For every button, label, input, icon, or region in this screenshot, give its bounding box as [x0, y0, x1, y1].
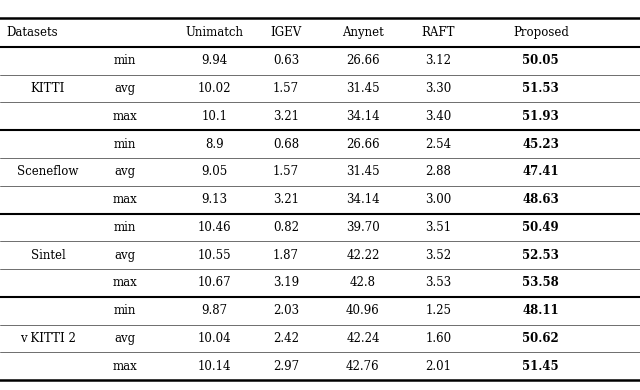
- Text: 0.68: 0.68: [273, 138, 299, 151]
- Text: 40.96: 40.96: [346, 304, 380, 317]
- Text: 10.02: 10.02: [198, 82, 231, 95]
- Text: 34.14: 34.14: [346, 110, 380, 123]
- Text: 26.66: 26.66: [346, 138, 380, 151]
- Text: 3.12: 3.12: [426, 54, 451, 67]
- Text: 9.13: 9.13: [202, 193, 227, 206]
- Text: 3.40: 3.40: [425, 110, 452, 123]
- Text: min: min: [114, 138, 136, 151]
- Text: 50.62: 50.62: [522, 332, 559, 345]
- Text: max: max: [113, 193, 137, 206]
- Text: 10.46: 10.46: [198, 221, 231, 234]
- Text: avg: avg: [114, 82, 136, 95]
- Text: 2.54: 2.54: [426, 138, 451, 151]
- Text: max: max: [113, 360, 137, 373]
- Text: Unimatch: Unimatch: [186, 26, 243, 39]
- Text: 3.21: 3.21: [273, 193, 299, 206]
- Text: 10.1: 10.1: [202, 110, 227, 123]
- Text: 3.21: 3.21: [273, 110, 299, 123]
- Text: 10.67: 10.67: [198, 277, 231, 289]
- Text: max: max: [113, 110, 137, 123]
- Text: 42.76: 42.76: [346, 360, 380, 373]
- Text: 42.8: 42.8: [350, 277, 376, 289]
- Text: 10.55: 10.55: [198, 249, 231, 262]
- Text: 3.53: 3.53: [425, 277, 452, 289]
- Text: Sintel: Sintel: [31, 249, 65, 262]
- Text: 1.87: 1.87: [273, 249, 299, 262]
- Text: 26.66: 26.66: [346, 54, 380, 67]
- Text: 53.58: 53.58: [522, 277, 559, 289]
- Text: 52.53: 52.53: [522, 249, 559, 262]
- Text: 0.82: 0.82: [273, 221, 299, 234]
- Text: 1.25: 1.25: [426, 304, 451, 317]
- Text: max: max: [113, 277, 137, 289]
- Text: avg: avg: [114, 249, 136, 262]
- Text: min: min: [114, 54, 136, 67]
- Text: min: min: [114, 304, 136, 317]
- Text: 1.57: 1.57: [273, 165, 299, 178]
- Text: KITTI: KITTI: [31, 82, 65, 95]
- Text: Sceneflow: Sceneflow: [17, 165, 79, 178]
- Text: 8.9: 8.9: [205, 138, 224, 151]
- Text: 51.53: 51.53: [522, 82, 559, 95]
- Text: 2.03: 2.03: [273, 304, 299, 317]
- Text: 1.60: 1.60: [426, 332, 451, 345]
- Text: Anynet: Anynet: [342, 26, 384, 39]
- Text: 3.19: 3.19: [273, 277, 299, 289]
- Text: 50.05: 50.05: [522, 54, 559, 67]
- Text: avg: avg: [114, 165, 136, 178]
- Text: 51.93: 51.93: [522, 110, 559, 123]
- Text: 45.23: 45.23: [522, 138, 559, 151]
- Text: 2.01: 2.01: [426, 360, 451, 373]
- Text: 31.45: 31.45: [346, 82, 380, 95]
- Text: 9.05: 9.05: [201, 165, 228, 178]
- Text: 39.70: 39.70: [346, 221, 380, 234]
- Text: 48.63: 48.63: [522, 193, 559, 206]
- Text: 10.04: 10.04: [198, 332, 231, 345]
- Text: 2.42: 2.42: [273, 332, 299, 345]
- Text: 9.87: 9.87: [202, 304, 227, 317]
- Text: min: min: [114, 221, 136, 234]
- Text: 31.45: 31.45: [346, 165, 380, 178]
- Text: 48.11: 48.11: [522, 304, 559, 317]
- Text: 50.49: 50.49: [522, 221, 559, 234]
- Text: 2.88: 2.88: [426, 165, 451, 178]
- Text: Datasets: Datasets: [6, 26, 58, 39]
- Text: 3.00: 3.00: [425, 193, 452, 206]
- Text: Proposed: Proposed: [513, 26, 569, 39]
- Text: 9.94: 9.94: [201, 54, 228, 67]
- Text: 3.30: 3.30: [425, 82, 452, 95]
- Text: 34.14: 34.14: [346, 193, 380, 206]
- Text: avg: avg: [114, 332, 136, 345]
- Text: v KITTI 2: v KITTI 2: [20, 332, 76, 345]
- Text: 0.63: 0.63: [273, 54, 300, 67]
- Text: RAFT: RAFT: [422, 26, 455, 39]
- Text: 51.45: 51.45: [522, 360, 559, 373]
- Text: 10.14: 10.14: [198, 360, 231, 373]
- Text: 1.57: 1.57: [273, 82, 299, 95]
- Text: 2.97: 2.97: [273, 360, 299, 373]
- Text: 42.24: 42.24: [346, 332, 380, 345]
- Text: 3.51: 3.51: [426, 221, 451, 234]
- Text: 42.22: 42.22: [346, 249, 380, 262]
- Text: 3.52: 3.52: [426, 249, 451, 262]
- Text: IGEV: IGEV: [271, 26, 301, 39]
- Text: 47.41: 47.41: [522, 165, 559, 178]
